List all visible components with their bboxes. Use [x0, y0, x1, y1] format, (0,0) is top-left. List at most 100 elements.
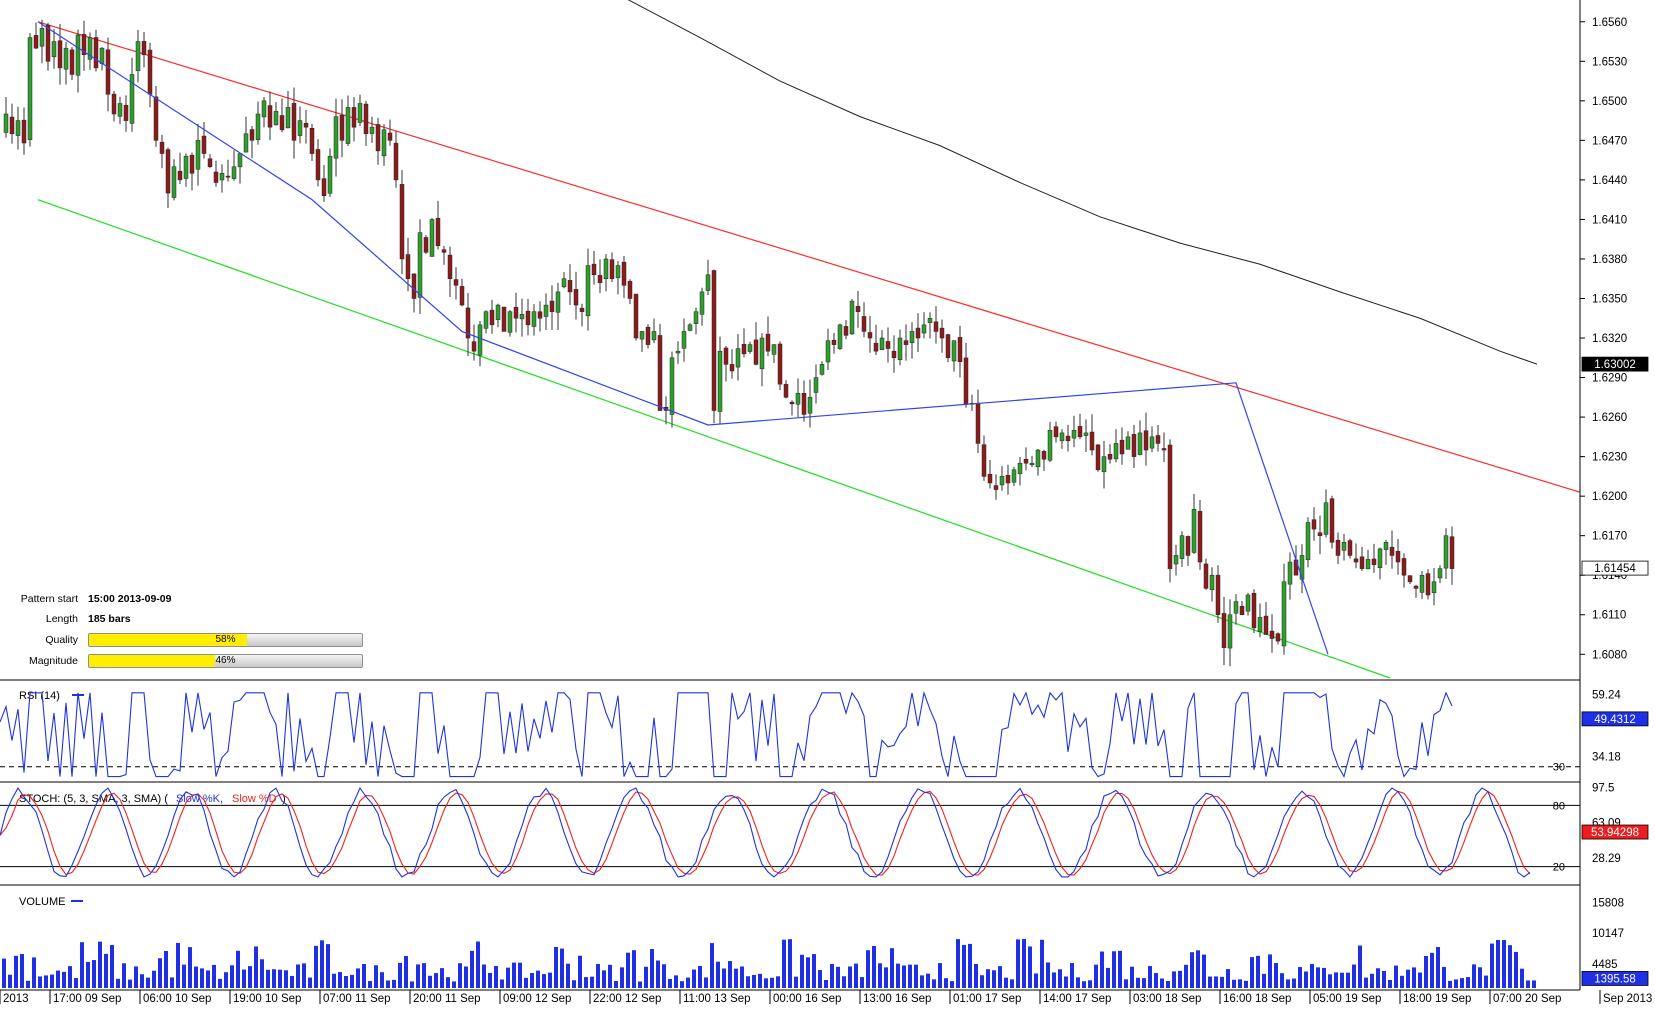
- bullish-candle: [585, 265, 591, 317]
- time-tick-label: Sep 2013: [1603, 993, 1652, 1005]
- bearish-candle: [1371, 558, 1377, 565]
- volume-bar: [278, 969, 282, 988]
- volume-bar: [1022, 938, 1026, 988]
- volume-bar: [518, 962, 522, 988]
- bearish-candle: [1221, 613, 1227, 648]
- volume-bar: [980, 975, 984, 988]
- volume-bar: [1088, 980, 1092, 988]
- bearish-candle: [609, 259, 615, 279]
- volume-tick-label: 4485: [1592, 959, 1618, 971]
- bearish-candle: [831, 339, 837, 345]
- volume-bar: [746, 976, 750, 988]
- bearish-candle: [93, 37, 99, 69]
- volume-bar: [1184, 964, 1188, 988]
- bearish-candle: [987, 473, 993, 484]
- ma-value-label-box: [1581, 356, 1649, 372]
- volume-bar: [38, 976, 42, 988]
- volume-bar: [680, 981, 684, 988]
- rsi-panel: RSI (14) 30: [0, 690, 1580, 778]
- pattern-start-label: Pattern start: [20, 593, 78, 605]
- stoch-k-line: [0, 786, 1531, 878]
- stoch-tick-label: 28.29: [1592, 853, 1621, 865]
- bearish-candle: [1089, 431, 1095, 451]
- volume-bar: [1316, 967, 1320, 988]
- volume-bar: [548, 972, 552, 988]
- stoch-title: STOCH: (5, 3, SMA, 3, SMA) (: [19, 793, 168, 805]
- volume-bar: [890, 948, 894, 988]
- bullish-candle: [39, 28, 45, 47]
- bullish-candle: [1323, 502, 1329, 535]
- rsi-current-label-box: [1581, 711, 1649, 727]
- volume-bar: [362, 964, 366, 988]
- magnitude-bar-fill: [89, 655, 215, 667]
- bearish-candle: [441, 249, 447, 253]
- bullish-candle: [183, 155, 189, 179]
- bearish-candle: [501, 306, 507, 332]
- price-tick-label: 1.6500: [1592, 96, 1627, 108]
- volume-bar: [1238, 979, 1242, 988]
- price-tick-label: 1.6380: [1592, 254, 1627, 266]
- volume-bar: [608, 964, 612, 988]
- pattern-info: Pattern start 15:00 2013-09-09 Length 18…: [0, 593, 380, 673]
- volume-bar: [740, 966, 744, 988]
- volume-bar: [14, 955, 18, 988]
- bearish-candle: [315, 149, 321, 181]
- volume-bar: [386, 980, 390, 988]
- channel-top-line: [37, 21, 1581, 493]
- bullish-candle: [813, 377, 819, 393]
- volume-title: VOLUME: [19, 896, 65, 908]
- volume-bar: [1070, 963, 1074, 988]
- stoch-title-close: ): [282, 793, 286, 805]
- volume-bar: [50, 974, 54, 988]
- bearish-candle: [1143, 430, 1149, 451]
- bullish-candle: [129, 74, 135, 124]
- volume-bar: [98, 941, 102, 988]
- bullish-candle: [921, 324, 927, 334]
- bullish-candle: [483, 311, 489, 329]
- bearish-candle: [123, 104, 129, 121]
- bearish-candle: [459, 286, 465, 306]
- volume-bar: [86, 961, 90, 988]
- bullish-candle: [171, 166, 177, 198]
- volume-bar: [1478, 967, 1482, 988]
- bullish-candle: [1191, 509, 1197, 553]
- volume-bar: [584, 977, 588, 988]
- volume-bar: [206, 970, 210, 988]
- time-tick-label: 19:00 10 Sep: [233, 993, 301, 1005]
- bearish-candle: [1251, 592, 1257, 629]
- bearish-candle: [165, 149, 171, 194]
- bullish-candle: [1437, 568, 1443, 579]
- bullish-candle: [369, 126, 375, 134]
- bearish-candle: [153, 96, 159, 141]
- volume-bar: [530, 973, 534, 988]
- bearish-candle: [45, 24, 51, 62]
- bearish-candle: [279, 115, 285, 131]
- volume-bar: [1412, 967, 1416, 988]
- volume-bar: [416, 964, 420, 988]
- bearish-candle: [981, 444, 987, 477]
- bullish-candle: [1047, 430, 1053, 461]
- volume-bar: [308, 977, 312, 988]
- volume-bar: [1364, 977, 1368, 988]
- volume-bar: [1466, 977, 1470, 988]
- volume-bar: [260, 959, 264, 988]
- bullish-candle: [75, 34, 81, 76]
- bullish-candle: [837, 324, 843, 349]
- volume-bar: [1178, 970, 1182, 988]
- volume-bar: [1112, 951, 1116, 988]
- bearish-candle: [1119, 439, 1125, 455]
- volume-bar: [650, 949, 654, 988]
- volume-bar: [884, 967, 888, 988]
- bullish-candle: [63, 47, 69, 70]
- bullish-candle: [795, 393, 801, 405]
- bearish-candle: [363, 103, 369, 135]
- volume-bar: [44, 975, 48, 988]
- bullish-candle: [243, 133, 249, 153]
- bearish-candle: [1359, 556, 1365, 569]
- volume-bar: [500, 979, 504, 988]
- bullish-candle: [699, 291, 705, 315]
- volume-bar: [1244, 980, 1248, 988]
- rsi-current-label: 49.4312: [1594, 714, 1636, 726]
- volume-bar: [524, 977, 528, 988]
- volume-bar: [236, 950, 240, 988]
